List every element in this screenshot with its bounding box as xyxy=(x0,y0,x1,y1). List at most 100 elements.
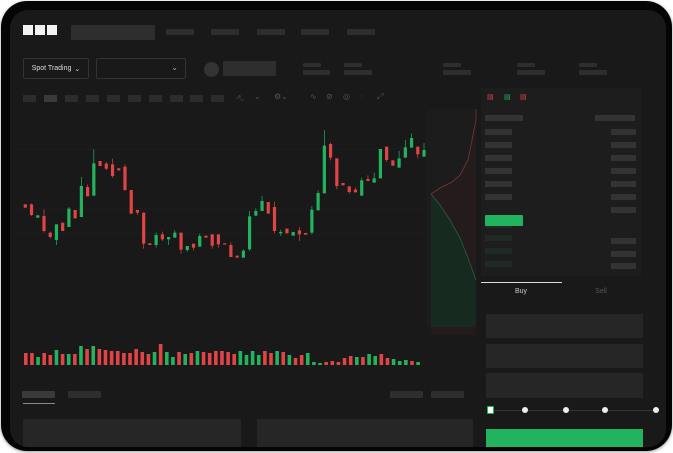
amount-slider[interactable] xyxy=(490,410,657,411)
candle-body xyxy=(48,232,52,237)
candle-body xyxy=(160,234,164,240)
filter-button[interactable] xyxy=(390,391,423,398)
candle-body xyxy=(54,224,59,240)
screenshot-icon[interactable]: ◌ xyxy=(360,92,365,101)
ask-price xyxy=(485,142,512,148)
candle-body xyxy=(304,233,308,235)
candle-body xyxy=(110,164,115,176)
tab-open-orders[interactable] xyxy=(22,391,55,398)
candle-body xyxy=(229,245,233,257)
tab-buy[interactable]: Buy xyxy=(514,288,528,295)
candle xyxy=(247,211,252,251)
timeframe-button[interactable] xyxy=(65,95,78,102)
target-icon[interactable]: ◎ xyxy=(343,92,350,101)
timeframe-button[interactable] xyxy=(23,95,36,102)
candle xyxy=(297,227,302,241)
tab-order-history[interactable] xyxy=(68,391,101,398)
spot-trading-selector[interactable]: Spot Trading ⌄ xyxy=(23,58,89,79)
candle-body xyxy=(36,215,40,218)
volume-bar xyxy=(177,352,181,365)
nav-item[interactable] xyxy=(301,29,329,35)
candle xyxy=(335,158,339,190)
nav-item[interactable] xyxy=(347,29,375,35)
timeframe-button[interactable] xyxy=(149,95,162,102)
nav-item[interactable] xyxy=(166,29,194,35)
candle-body xyxy=(310,209,314,233)
orderbook-bids-icon[interactable]: ▤ xyxy=(504,94,511,101)
total-input[interactable] xyxy=(486,373,643,398)
nav-item[interactable] xyxy=(211,29,239,35)
search-bar[interactable] xyxy=(71,25,155,40)
volume-bar xyxy=(256,355,261,365)
candle-body xyxy=(372,178,376,183)
volume-bar xyxy=(275,351,279,365)
candle-body xyxy=(92,163,96,196)
candlestick-chart[interactable] xyxy=(10,10,666,447)
candle xyxy=(110,158,115,178)
volume-bar xyxy=(220,351,224,365)
candle-body xyxy=(266,202,270,214)
candle xyxy=(304,233,308,235)
draw-icon[interactable]: ⊘ xyxy=(326,92,333,101)
orderbook-header-amount xyxy=(595,115,635,121)
pair-dropdown[interactable]: ⌄ xyxy=(96,58,186,79)
volume-bar xyxy=(134,349,138,365)
candle-body xyxy=(198,236,202,247)
volume-bar xyxy=(330,361,335,365)
volume-bar xyxy=(66,354,71,365)
slider-mark-50[interactable] xyxy=(563,407,569,413)
volume-bar xyxy=(287,355,292,365)
timeframe-button[interactable] xyxy=(190,95,203,102)
price-input[interactable] xyxy=(486,314,643,338)
volume-bar xyxy=(140,352,145,365)
timeframe-button[interactable] xyxy=(107,95,120,102)
chart-type-icon[interactable]: ⌄ xyxy=(254,92,261,101)
timeframe-button-active[interactable] xyxy=(44,95,57,102)
volume-bar xyxy=(373,356,378,365)
candle-body xyxy=(247,216,252,250)
volume-bar xyxy=(269,353,273,365)
orderbook-both-icon[interactable]: ▤ xyxy=(487,94,494,101)
timeframe-button[interactable] xyxy=(170,95,183,102)
filter-button[interactable] xyxy=(431,391,464,398)
candle xyxy=(48,231,52,239)
tab-sell[interactable]: Sell xyxy=(595,288,607,295)
slider-mark-100[interactable] xyxy=(653,407,659,413)
slider-mark-25[interactable] xyxy=(522,407,528,413)
volume-bar xyxy=(109,351,114,365)
candle-body xyxy=(148,243,152,245)
slider-handle[interactable] xyxy=(487,406,494,414)
timeframe-button[interactable] xyxy=(211,95,224,102)
timeframe-button[interactable] xyxy=(128,95,141,102)
stat-value xyxy=(303,70,330,75)
nav-item[interactable] xyxy=(257,29,285,35)
indicator-icon[interactable]: ⩘⌄ xyxy=(236,92,245,101)
candle-body xyxy=(260,201,264,211)
candle xyxy=(67,207,71,227)
candle xyxy=(117,168,121,171)
candle-body xyxy=(328,144,333,158)
volume-bar xyxy=(24,353,28,365)
slider-mark-75[interactable] xyxy=(602,407,608,413)
line-tool-icon[interactable]: ∿ xyxy=(310,92,317,101)
settings-icon[interactable]: ⚙⌄ xyxy=(274,92,288,101)
okx-logo[interactable] xyxy=(23,25,57,35)
volume-bar xyxy=(36,357,40,365)
orderbook-asks-icon[interactable]: ▤ xyxy=(520,94,527,101)
candle xyxy=(86,184,90,197)
bid-amount xyxy=(611,238,636,244)
buy-submit-button[interactable] xyxy=(486,429,643,447)
candle xyxy=(322,130,326,194)
candle xyxy=(104,162,108,170)
candle xyxy=(353,187,358,193)
fullscreen-icon[interactable]: ⤢ xyxy=(377,92,384,101)
candle-body xyxy=(154,235,158,245)
timeframe-button[interactable] xyxy=(86,95,99,102)
candle-body xyxy=(204,235,208,238)
volume-bar xyxy=(207,353,212,365)
depth-chart xyxy=(426,109,477,335)
candle-body xyxy=(117,168,121,171)
amount-input[interactable] xyxy=(486,344,643,368)
candle xyxy=(347,186,351,194)
